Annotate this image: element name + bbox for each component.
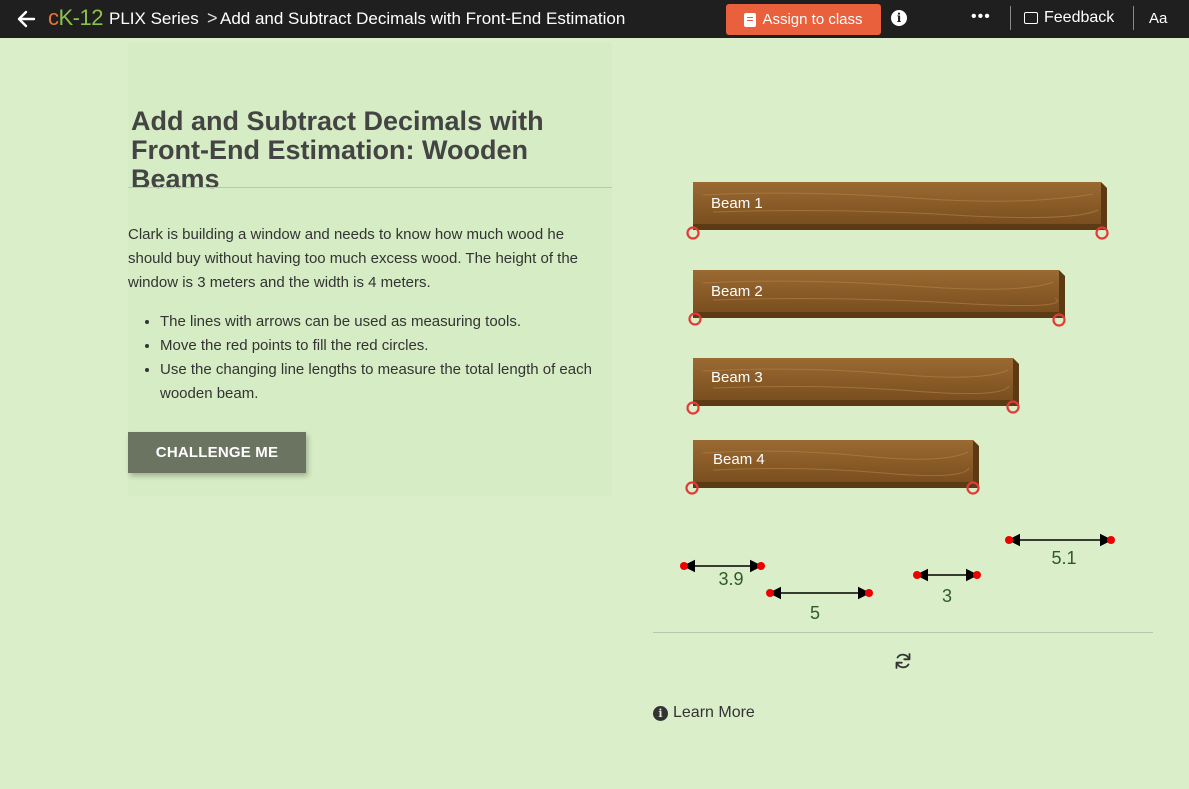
problem-description: Clark is building a window and needs to … — [128, 226, 579, 291]
measure-value: 5 — [810, 603, 820, 623]
target-circle — [1095, 226, 1109, 240]
drag-point[interactable] — [973, 571, 981, 579]
target-circle — [1052, 313, 1066, 327]
drag-point[interactable] — [865, 589, 873, 597]
info-circle-icon: i — [653, 705, 668, 721]
beam-2: Beam 2 — [688, 270, 1066, 327]
feedback-icon — [1024, 12, 1038, 24]
beam-label: Beam 2 — [711, 283, 763, 300]
beam-label: Beam 3 — [711, 369, 763, 386]
measure-value: 3.9 — [718, 569, 743, 589]
beam-1: Beam 1 — [686, 182, 1109, 240]
measuring-tool-3[interactable]: 3 — [913, 568, 981, 606]
target-circle — [686, 401, 700, 415]
title-divider — [128, 187, 612, 188]
measuring-tool-1[interactable]: 3.9 — [680, 559, 765, 589]
beam-4: Beam 4 — [685, 440, 980, 495]
measure-value: 3 — [942, 586, 952, 606]
beam-label: Beam 1 — [711, 195, 763, 212]
page-title: Add and Subtract Decimals with Front-End… — [131, 106, 544, 194]
refresh-icon[interactable] — [893, 651, 913, 671]
interactive-divider — [653, 632, 1153, 633]
instructions-panel — [128, 42, 612, 496]
breadcrumb-series[interactable]: PLIX Series — [109, 9, 199, 28]
back-arrow-icon[interactable] — [14, 7, 40, 31]
more-options-icon[interactable]: ••• — [971, 8, 991, 25]
breadcrumb-title: Add and Subtract Decimals with Front-End… — [220, 9, 626, 28]
beam-label: Beam 4 — [713, 451, 765, 468]
learn-more-label: Learn More — [673, 704, 755, 721]
drag-point[interactable] — [757, 562, 765, 570]
divider — [1133, 6, 1134, 30]
ck12-logo[interactable]: cK-12 — [48, 5, 103, 30]
assign-to-class-button[interactable]: Assign to class — [726, 4, 881, 35]
breadcrumb-separator: > — [207, 8, 218, 28]
drag-point[interactable] — [1107, 536, 1115, 544]
feedback-label: Feedback — [1044, 9, 1115, 26]
measuring-tool-4[interactable]: 5.1 — [1005, 533, 1115, 568]
info-icon[interactable]: i — [891, 10, 907, 26]
target-circle — [688, 312, 702, 326]
instruction-list: The lines with arrows can be used as mea… — [128, 310, 630, 406]
instruction-item: Move the red points to fill the red circ… — [160, 334, 630, 358]
learn-more-link[interactable]: i Learn More — [653, 704, 755, 722]
target-circle — [966, 481, 980, 495]
measure-value: 5.1 — [1051, 548, 1076, 568]
instruction-item: Use the changing line lengths to measure… — [160, 358, 630, 406]
assign-label: Assign to class — [762, 11, 863, 28]
drag-point[interactable] — [1005, 536, 1013, 544]
drag-point[interactable] — [680, 562, 688, 570]
drag-point[interactable] — [766, 589, 774, 597]
clipboard-icon — [744, 12, 757, 27]
challenge-me-button[interactable]: CHALLENGE ME — [128, 432, 306, 473]
instruction-item: The lines with arrows can be used as mea… — [160, 310, 630, 334]
target-circle — [1006, 400, 1020, 414]
divider — [1010, 6, 1011, 30]
top-bar: cK-12 PLIX Series > Add and Subtract Dec… — [0, 0, 1189, 38]
font-size-button[interactable]: Aa — [1149, 10, 1168, 27]
feedback-button[interactable]: Feedback — [1024, 9, 1114, 27]
drag-point[interactable] — [913, 571, 921, 579]
target-circle — [686, 226, 700, 240]
target-circle — [685, 481, 699, 495]
measuring-tool-2[interactable]: 5 — [766, 586, 873, 623]
beam-measuring-interactive: Beam 1 Beam 2 Beam 3 Beam 4 3 — [680, 182, 1115, 623]
beam-3: Beam 3 — [686, 358, 1020, 415]
